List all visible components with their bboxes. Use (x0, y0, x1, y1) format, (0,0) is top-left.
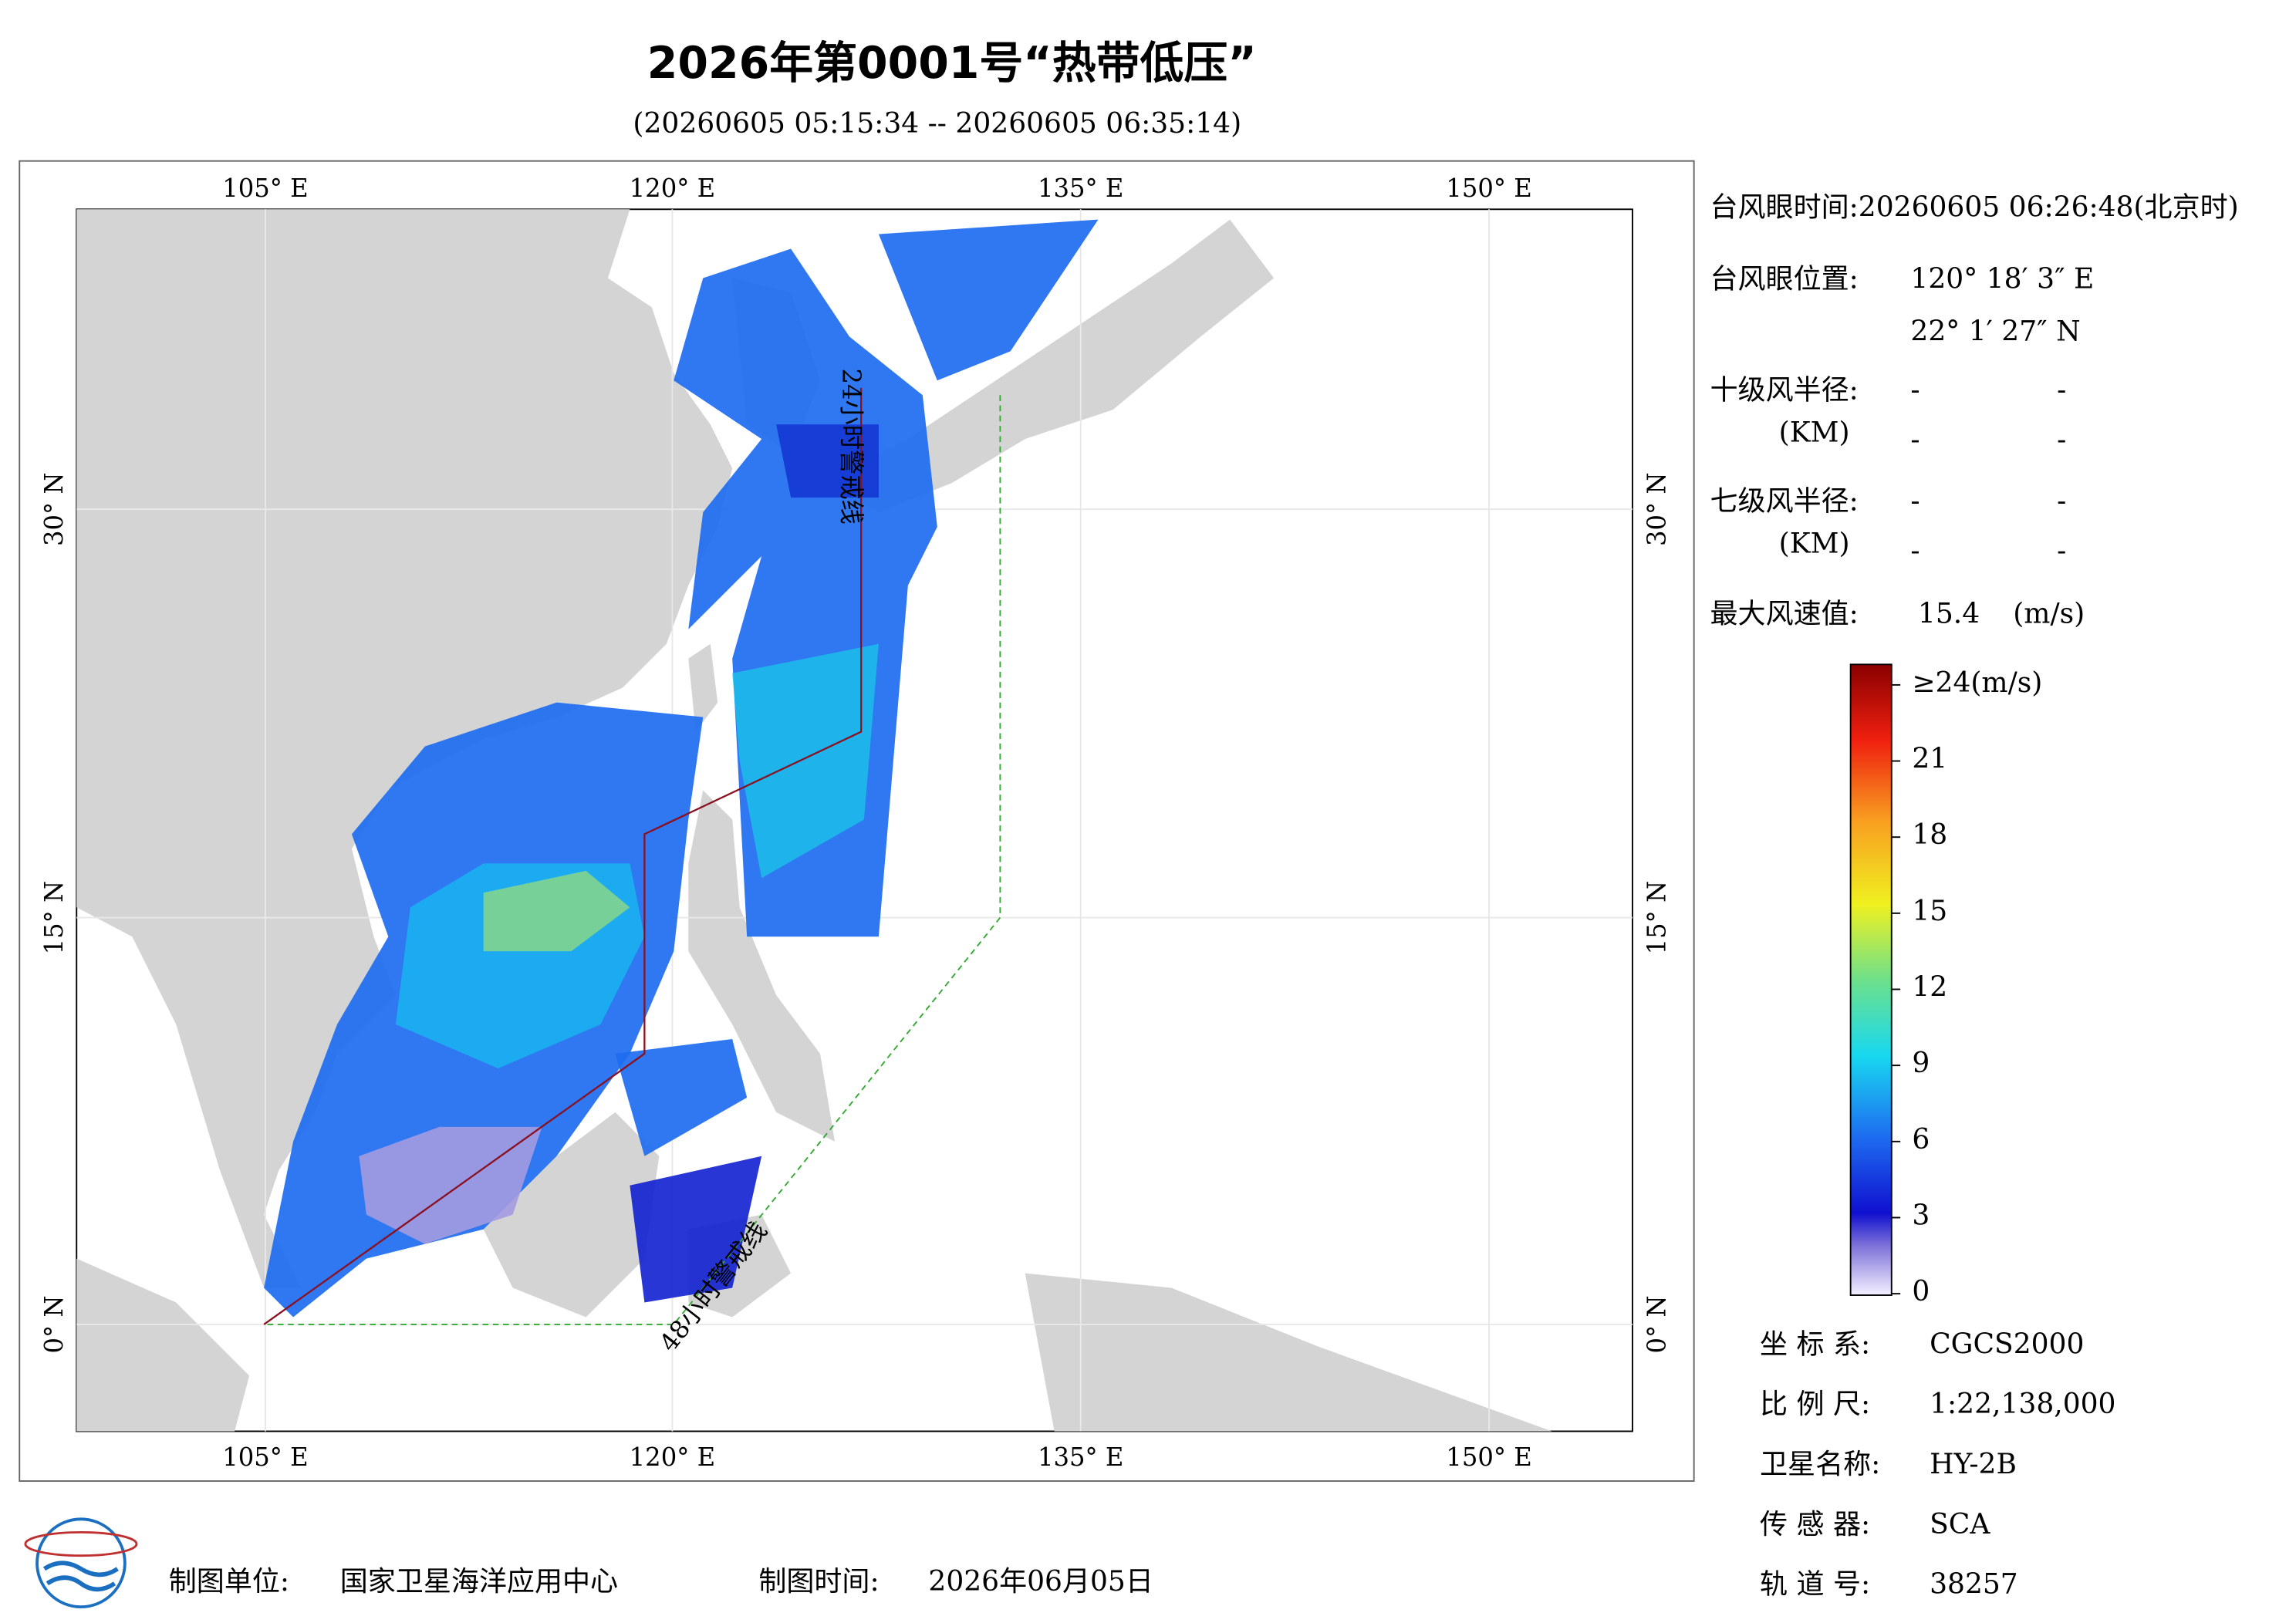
meta-value: 38257 (1930, 1569, 2018, 1601)
value: - (2057, 374, 2066, 406)
colorbar-tick-label: 9 (1912, 1048, 1930, 1079)
unit: (KM) (1779, 528, 1850, 560)
label: 七级风半径: (1710, 486, 1859, 518)
title: 2026年第0001号“热带低压” (647, 38, 1257, 89)
subtitle: (20260605 05:15:34 -- 20260605 06:35:14) (633, 108, 1241, 140)
value: - (1910, 424, 1920, 456)
meta-label: 比 例 尺: (1760, 1388, 1870, 1420)
lon-label: 150° E (1446, 174, 1531, 203)
meta-label: 坐 标 系: (1760, 1328, 1870, 1360)
lat-label: 30° N (39, 472, 69, 546)
lat-label: 15° N (1643, 881, 1672, 955)
colorbar-tick-label: 0 (1912, 1276, 1930, 1308)
eye-time: 台风眼时间:20260605 06:26:48(北京时) (1710, 191, 2239, 223)
colorbar-tick-label: 3 (1912, 1200, 1930, 1231)
map (76, 208, 1633, 1432)
lon-label: 105° E (222, 1442, 308, 1472)
warning-line-label: 24小时警戒线 (836, 368, 866, 524)
colorbar (1849, 663, 1893, 1296)
lat-label: 30° N (1643, 472, 1672, 546)
lat-label: 0° N (1643, 1295, 1672, 1353)
meta-value: SCA (1930, 1509, 1990, 1540)
colorbar-tick-label: 18 (1912, 819, 1947, 851)
lat-label: 0° N (39, 1295, 69, 1353)
lon-label: 135° E (1038, 1442, 1123, 1472)
lon-label: 150° E (1446, 1442, 1531, 1472)
lon-label: 135° E (1038, 174, 1123, 203)
lon-label: 120° E (630, 1442, 715, 1472)
value: - (1910, 374, 1920, 406)
colorbar-tick-label: 15 (1912, 896, 1947, 927)
footer-value: 2026年06月05日 (928, 1566, 1153, 1598)
map-border (19, 160, 1695, 1482)
colorbar-tick-label: 12 (1912, 972, 1947, 1004)
unit: (KM) (1779, 417, 1850, 448)
lon-label: 120° E (630, 174, 715, 203)
footer-label: 制图时间: (758, 1566, 879, 1598)
colorbar-tick-label: ≥24(m/s) (1912, 667, 2042, 699)
value: - (1910, 486, 1920, 518)
colorbar-tick-label: 6 (1912, 1124, 1930, 1156)
lat-label: 15° N (39, 881, 69, 955)
value: - (2057, 535, 2066, 567)
eye-lon: 120° 18′ 3″ E (1910, 263, 2094, 295)
meta-value: CGCS2000 (1930, 1328, 2084, 1360)
meta-label: 卫星名称: (1760, 1449, 1880, 1480)
value: - (2057, 486, 2066, 518)
label: 十级风半径: (1710, 374, 1859, 406)
label: 台风眼位置: (1710, 263, 1859, 295)
footer-label: 制图单位: (169, 1566, 289, 1598)
meta-label: 传 感 器: (1760, 1509, 1870, 1540)
logo (24, 1517, 138, 1609)
eye-lat: 22° 1′ 27″ N (1910, 316, 2080, 348)
unit: (m/s) (2013, 599, 2085, 630)
lon-label: 105° E (222, 174, 308, 203)
meta-label: 轨 道 号: (1760, 1569, 1870, 1601)
meta-value: 1:22,138,000 (1930, 1388, 2115, 1420)
value: - (1910, 535, 1920, 567)
value: 15.4 (1918, 599, 1980, 630)
meta-value: HY-2B (1930, 1449, 2017, 1480)
value: - (2057, 424, 2066, 456)
label: 最大风速值: (1710, 599, 1859, 630)
footer-value: 国家卫星海洋应用中心 (340, 1566, 618, 1598)
colorbar-tick-label: 21 (1912, 744, 1947, 775)
